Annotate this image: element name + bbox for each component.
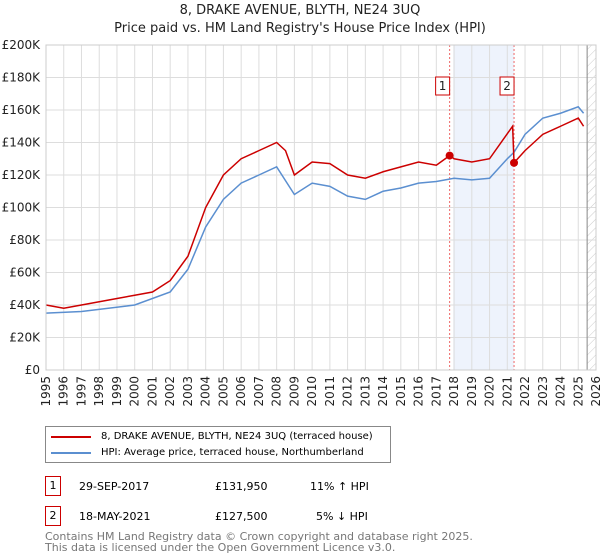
y-tick-label: £140K bbox=[2, 136, 42, 150]
legend-swatch-blue bbox=[51, 451, 91, 454]
x-tick-label: 2013 bbox=[358, 376, 372, 407]
x-tick-label: 1999 bbox=[110, 376, 124, 407]
series-line bbox=[45, 105, 585, 314]
x-tick-label: 2004 bbox=[199, 376, 213, 407]
y-tick-label: £0 bbox=[25, 363, 40, 377]
legend: 8, DRAKE AVENUE, BLYTH, NE24 3UQ (terrac… bbox=[45, 426, 391, 463]
sale-row: 2 18-MAY-2021 £127,500 5% ↓ HPI bbox=[45, 506, 445, 526]
footer: Contains HM Land Registry data © Crown c… bbox=[45, 531, 473, 553]
x-tick-label: 1998 bbox=[92, 376, 106, 407]
chart-title: 8, DRAKE AVENUE, BLYTH, NE24 3UQ bbox=[179, 3, 421, 18]
x-tick-label: 2012 bbox=[341, 376, 355, 407]
x-tick-label: 2022 bbox=[518, 376, 532, 407]
x-tick-label: 2023 bbox=[536, 376, 550, 407]
legend-swatch-red bbox=[51, 435, 91, 438]
sale-label-box bbox=[435, 76, 451, 96]
x-tick-label: 2018 bbox=[447, 376, 461, 407]
sale-hpi-diff: 11% ↑ HPI bbox=[310, 480, 369, 493]
sale-price: £127,500 bbox=[215, 510, 268, 523]
y-tick-label: £60K bbox=[9, 266, 41, 280]
x-tick-label: 2005 bbox=[216, 376, 230, 407]
x-tick-label: 2001 bbox=[145, 376, 159, 407]
x-tick-label: 1997 bbox=[74, 376, 88, 407]
x-tick-label: 2011 bbox=[323, 376, 337, 407]
sale-row: 1 29-SEP-2017 £131,950 11% ↑ HPI bbox=[45, 476, 445, 496]
price-chart: 1995 1996 1997 1998 1999 2000 2001 2002 2003 2004… bbox=[2, 38, 600, 407]
y-tick-label: £160K bbox=[2, 103, 42, 117]
footer-line: Contains HM Land Registry data © Crown c… bbox=[45, 530, 473, 543]
sale-marker-badge: 2 bbox=[45, 506, 61, 526]
x-tick-label: 2017 bbox=[429, 376, 443, 407]
sale-label: 1 bbox=[439, 79, 447, 93]
y-tick-label: £180K bbox=[2, 71, 42, 85]
x-tick-label: 2010 bbox=[305, 376, 319, 407]
sale-point bbox=[510, 158, 519, 167]
sale-date: 18-MAY-2021 bbox=[79, 510, 151, 523]
x-tick-label: 2006 bbox=[234, 376, 248, 407]
legend-label: 8, DRAKE AVENUE, BLYTH, NE24 3UQ (terrac… bbox=[101, 431, 373, 442]
x-tick-label: 2002 bbox=[163, 376, 177, 407]
legend-item-property: 8, DRAKE AVENUE, BLYTH, NE24 3UQ (terrac… bbox=[51, 431, 373, 442]
x-tick-label: 2019 bbox=[465, 376, 479, 407]
y-tick-label: £80K bbox=[9, 233, 41, 247]
x-tick-label: 2024 bbox=[554, 376, 568, 407]
legend-item-hpi: HPI: Average price, terraced house, Nort… bbox=[51, 447, 364, 458]
y-tick-label: £40K bbox=[9, 298, 41, 312]
x-tick-label: 2020 bbox=[483, 376, 497, 407]
x-tick-label: 2026 bbox=[589, 376, 600, 407]
sale-label-box bbox=[499, 76, 515, 96]
x-tick-label: 2009 bbox=[287, 376, 301, 407]
x-tick-label: 2014 bbox=[376, 376, 390, 407]
footer-line: This data is licensed under the Open Gov… bbox=[45, 541, 396, 554]
sale-marker-badge: 1 bbox=[45, 476, 61, 496]
y-tick-label: £120K bbox=[2, 168, 42, 182]
y-tick-label: £20K bbox=[9, 331, 41, 345]
x-tick-label: 2025 bbox=[571, 376, 585, 407]
x-tick-label: 2008 bbox=[270, 376, 284, 407]
x-tick-label: 2015 bbox=[394, 376, 408, 407]
chart-subtitle: Price paid vs. HM Land Registry's House … bbox=[114, 21, 486, 36]
sale-date: 29-SEP-2017 bbox=[79, 480, 150, 493]
x-tick-label: 2021 bbox=[500, 376, 514, 407]
sale-price: £131,950 bbox=[215, 480, 268, 493]
sale-label: 2 bbox=[503, 79, 511, 93]
x-tick-label: 1995 bbox=[39, 376, 53, 407]
x-tick-label: 2000 bbox=[128, 376, 142, 407]
x-tick-label: 2007 bbox=[252, 376, 266, 407]
sale-hpi-diff: 5% ↓ HPI bbox=[316, 510, 368, 523]
y-tick-label: £100K bbox=[2, 201, 42, 215]
y-tick-label: £200K bbox=[2, 38, 42, 52]
x-tick-label: 1996 bbox=[57, 376, 71, 407]
legend-label: HPI: Average price, terraced house, Nort… bbox=[101, 447, 364, 458]
plot-frame bbox=[45, 44, 597, 371]
x-tick-label: 2016 bbox=[412, 376, 426, 407]
sale-point bbox=[445, 151, 454, 160]
x-tick-label: 2003 bbox=[181, 376, 195, 407]
